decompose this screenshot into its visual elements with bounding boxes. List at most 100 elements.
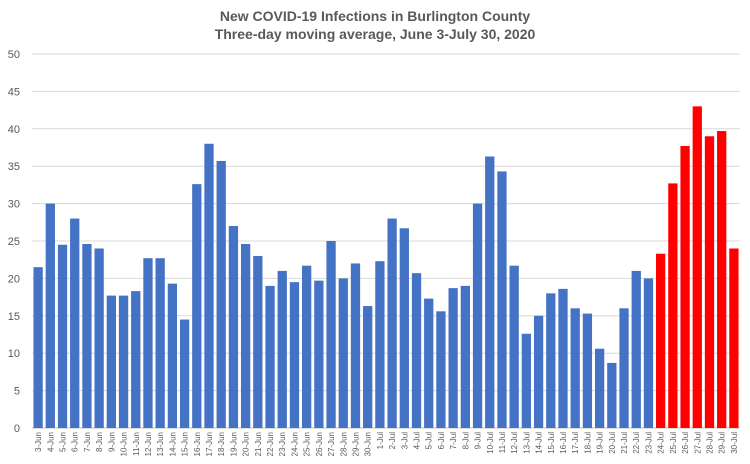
x-tick-label: 18-Jul [583, 432, 592, 454]
x-tick-label: 8-Jul [461, 432, 470, 450]
bar-16-Jul [558, 288, 568, 428]
bar-17-Jul [570, 308, 580, 428]
bar-15-Jun [179, 319, 190, 428]
bar-1-Jul [375, 261, 385, 428]
bar-5-Jun [57, 244, 68, 428]
x-tick-label: 3-Jul [400, 432, 409, 450]
y-tick-label: 30 [8, 199, 20, 211]
y-axis-ticks: 0 5 10 15 20 25 30 35 40 45 50 [8, 49, 20, 435]
x-axis-ticks: 3-Jun 4-Jun 5-Jun 6-Jun 7-Jun 8-Jun 9-Jun 10-Ju… [34, 432, 739, 457]
bar-28-Jul [704, 136, 715, 428]
bar-5-Jul [424, 298, 434, 428]
bar-19-Jul [594, 348, 605, 428]
x-tick-label: 6-Jun [71, 432, 80, 452]
x-tick-label: 17-Jul [571, 432, 580, 454]
bar-27-Jun [326, 241, 336, 428]
x-tick-label: 24-Jun [290, 432, 299, 456]
y-tick-label: 0 [14, 423, 20, 435]
x-tick-label: 11-Jun [132, 432, 141, 456]
x-tick-label: 14-Jul [535, 432, 544, 454]
bar-10-Jul [485, 156, 495, 428]
x-tick-label: 27-Jul [693, 432, 702, 454]
x-tick-label: 10-Jul [486, 432, 495, 454]
bar-29-Jun [350, 263, 361, 428]
bar-25-Jun [302, 265, 312, 428]
x-tick-label: 21-Jul [620, 432, 629, 454]
bar-12-Jul [509, 265, 519, 428]
x-tick-label: 20-Jul [608, 432, 617, 454]
bar-14-Jul [533, 315, 544, 428]
bar-30-Jun [363, 306, 373, 428]
bar-6-Jun [70, 218, 80, 428]
x-tick-label: 23-Jul [644, 432, 653, 454]
x-tick-label: 7-Jun [83, 432, 92, 452]
x-tick-label: 13-Jul [522, 432, 531, 454]
x-tick-label: 5-Jul [425, 432, 434, 450]
bar-2-Jul [387, 218, 397, 428]
bar-22-Jun [265, 285, 275, 428]
bar-3-Jun [33, 267, 43, 428]
bar-11-Jul [497, 171, 507, 428]
bar-21-Jul [619, 308, 629, 428]
x-tick-label: 16-Jul [559, 432, 568, 454]
x-tick-label: 20-Jun [242, 432, 251, 456]
x-tick-label: 8-Jun [95, 432, 104, 452]
x-tick-label: 28-Jun [339, 432, 348, 456]
x-tick-label: 23-Jun [278, 432, 287, 456]
x-tick-label: 12-Jul [510, 432, 519, 454]
x-tick-label: 9-Jul [474, 432, 483, 450]
x-tick-label: 22-Jul [632, 432, 641, 454]
bar-13-Jul [521, 333, 532, 428]
y-tick-label: 5 [14, 386, 20, 398]
y-tick-label: 40 [8, 124, 20, 136]
y-tick-label: 20 [8, 273, 20, 285]
x-tick-label: 14-Jun [168, 432, 177, 456]
bar-27-Jul [692, 106, 702, 429]
bar-6-Jul [436, 311, 446, 428]
y-tick-label: 45 [8, 86, 20, 98]
bar-11-Jun [131, 291, 141, 428]
x-tick-label: 25-Jul [669, 432, 678, 454]
x-tick-label: 10-Jun [120, 432, 129, 456]
x-tick-label: 29-Jul [718, 432, 727, 454]
bar-20-Jun [240, 243, 251, 428]
bar-3-Jul [399, 228, 409, 428]
bar-8-Jul [460, 285, 470, 428]
x-tick-label: 19-Jun [229, 432, 238, 456]
bar-8-Jun [94, 248, 104, 428]
y-tick-label: 35 [8, 161, 20, 173]
x-tick-label: 9-Jun [107, 432, 116, 452]
bar-18-Jul [582, 313, 593, 428]
x-tick-label: 13-Jun [156, 432, 165, 456]
chart-title: New COVID-19 Infections in Burlington Co… [219, 8, 531, 24]
y-tick-label: 25 [8, 236, 20, 248]
x-tick-label: 26-Jun [315, 432, 324, 456]
bar-14-Jun [167, 283, 178, 428]
bar-22-Jul [631, 270, 641, 428]
bar-4-Jun [45, 203, 55, 428]
bar-23-Jun [277, 270, 287, 428]
bar-28-Jun [338, 278, 348, 428]
x-tick-label: 11-Jul [498, 432, 507, 453]
x-tick-label: 28-Jul [705, 432, 714, 454]
y-tick-label: 10 [8, 348, 20, 360]
chart-subtitle: Three-day moving average, June 3-July 30… [214, 26, 536, 42]
bar-18-Jun [216, 160, 226, 429]
x-tick-label: 22-Jun [266, 432, 275, 456]
bar-21-Jun [253, 255, 263, 428]
y-tick-label: 15 [8, 311, 20, 323]
x-tick-label: 2-Jul [388, 432, 397, 450]
x-tick-label: 4-Jun [46, 432, 55, 452]
bar-9-Jul [472, 203, 483, 428]
bar-23-Jul [643, 278, 654, 428]
x-tick-label: 27-Jun [327, 432, 336, 456]
y-tick-label: 50 [8, 49, 20, 61]
x-tick-label: 16-Jun [193, 432, 202, 456]
bar-25-Jul [668, 183, 678, 428]
x-tick-label: 29-Jun [351, 432, 360, 456]
x-tick-label: 24-Jul [657, 432, 666, 454]
x-tick-label: 25-Jun [303, 432, 312, 456]
bar-19-Jun [228, 226, 239, 428]
bar-16-Jun [192, 184, 202, 428]
